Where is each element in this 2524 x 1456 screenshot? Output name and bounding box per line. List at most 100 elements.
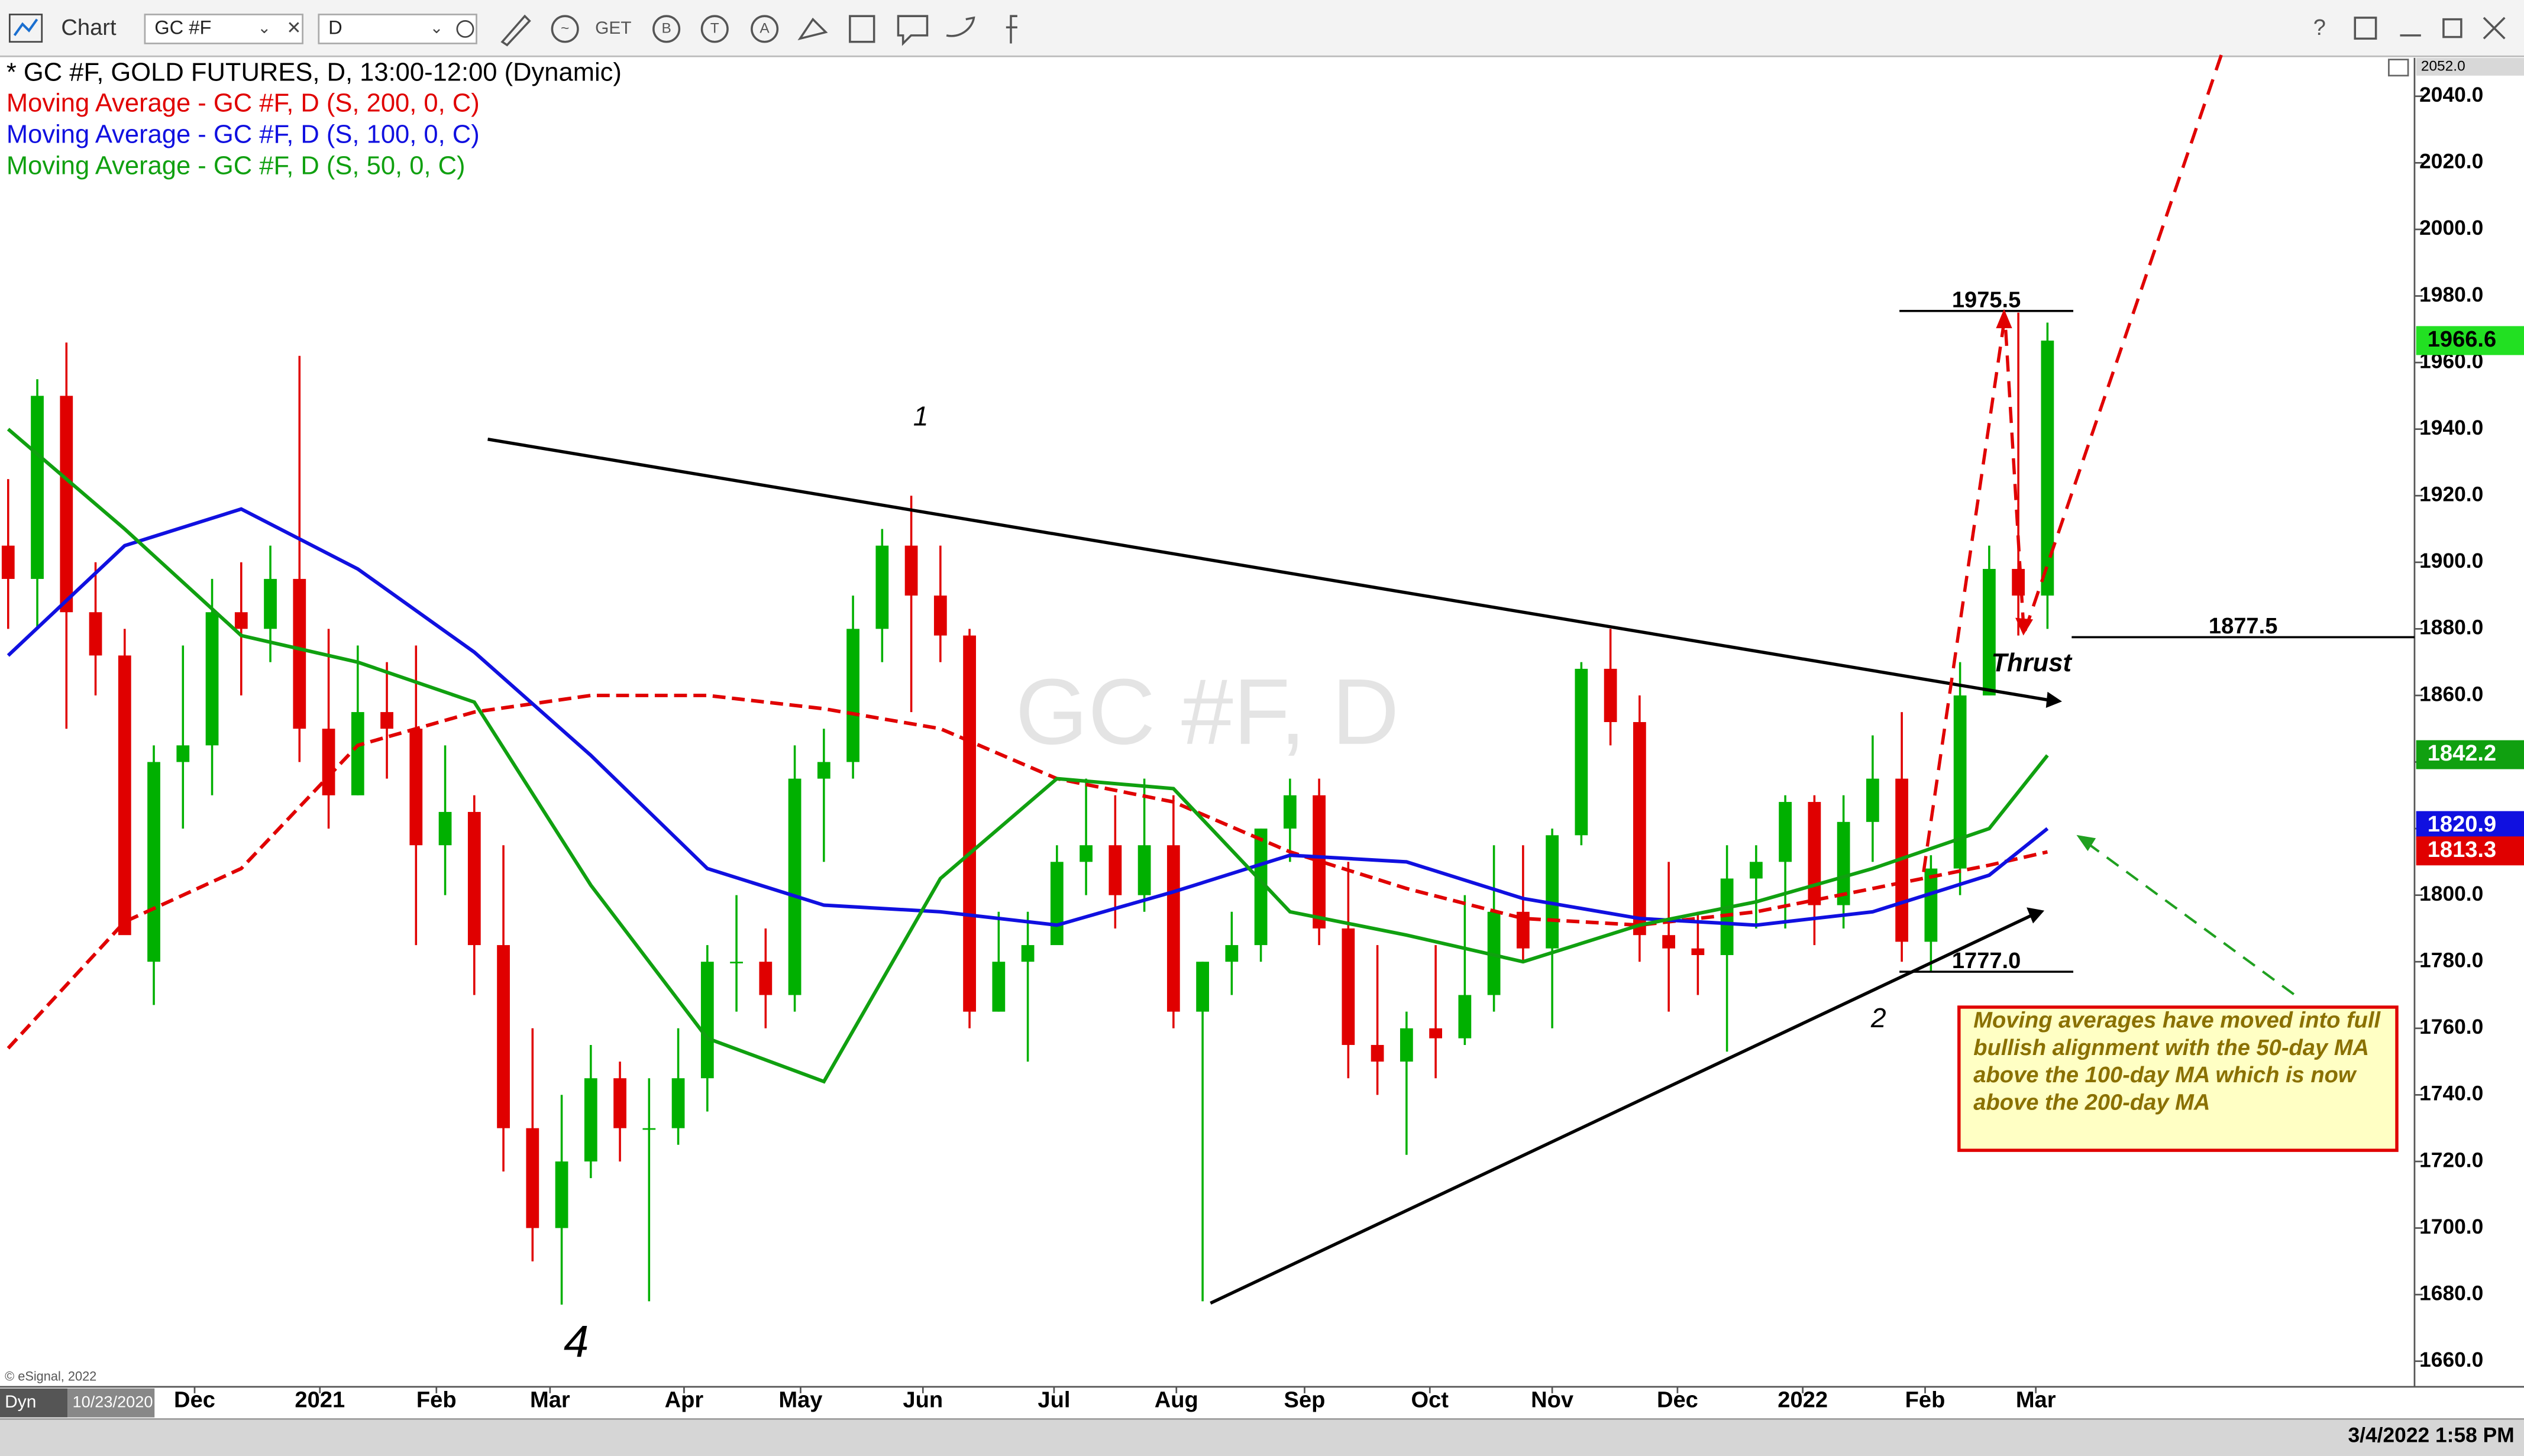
facebook-icon[interactable] xyxy=(1006,15,1017,44)
candle-body xyxy=(1837,821,1850,905)
indicator-icon[interactable] xyxy=(551,15,579,43)
candle-body xyxy=(264,578,277,629)
y-tick-label: 1680.0 xyxy=(2419,1282,2483,1305)
candle-body xyxy=(963,635,976,1012)
candle-body xyxy=(1749,862,1763,879)
candle-body xyxy=(1137,845,1151,895)
y-tick-label: 1860.0 xyxy=(2419,682,2483,706)
x-tick-label: 2021 xyxy=(295,1388,345,1413)
window-icon[interactable] xyxy=(2354,17,2377,40)
y-tick-label: 1900.0 xyxy=(2419,549,2483,572)
candle-body xyxy=(89,612,102,656)
dropdown-arrow[interactable]: ⌄ xyxy=(430,18,444,37)
t-icon[interactable] xyxy=(700,15,729,43)
candle-body xyxy=(1429,1028,1442,1038)
candle-body xyxy=(992,962,1006,1012)
start-date-box[interactable] xyxy=(67,1388,155,1418)
candle-body xyxy=(205,612,219,746)
candle-body xyxy=(788,778,802,995)
x-tick-label: Mar xyxy=(530,1388,570,1413)
level-label: 1877.5 xyxy=(2209,614,2277,639)
pointer-line xyxy=(2089,843,2295,995)
candle-body xyxy=(1808,802,1821,905)
price-label-box xyxy=(2416,811,2524,840)
chart-icon-line xyxy=(13,18,38,37)
candle-body xyxy=(526,1128,539,1228)
a-glyph: A xyxy=(760,20,770,36)
arrow-head xyxy=(2015,617,2034,636)
x-tick-label: Apr xyxy=(665,1388,704,1413)
legend: Moving Average - GC #F, D (S, 200, 0, C)… xyxy=(7,89,480,180)
candle-body xyxy=(1575,668,1588,836)
candle-body xyxy=(1313,795,1326,928)
y-tick-label: 1740.0 xyxy=(2419,1082,2483,1105)
y-tick-label: 1880.0 xyxy=(2419,616,2483,639)
y-tick-label: 1780.0 xyxy=(2419,949,2483,972)
candle-body xyxy=(1166,845,1180,1012)
candle-body xyxy=(1080,845,1093,862)
candle-body xyxy=(1546,835,1559,949)
candle-body xyxy=(1254,829,1268,946)
thrust-label: Thrust xyxy=(1992,649,2073,677)
candle-body xyxy=(1371,1044,1384,1062)
price-label: 1813.3 xyxy=(2428,837,2496,862)
candle-body xyxy=(642,1128,656,1130)
candle-body xyxy=(1982,569,1996,695)
candle-body xyxy=(1924,868,1938,942)
price-label-box xyxy=(2416,57,2524,76)
twitter-icon[interactable] xyxy=(946,16,975,37)
start-date: 10/23/2020 xyxy=(72,1392,153,1410)
legend-entry: Moving Average - GC #F, D (S, 50, 0, C) xyxy=(7,151,466,180)
x-tick-label: Jun xyxy=(903,1388,943,1413)
candle-body xyxy=(351,712,364,795)
mode-box[interactable] xyxy=(0,1388,68,1418)
x-tick-label: Oct xyxy=(1411,1388,1449,1413)
clear-button[interactable]: ✕ xyxy=(286,18,301,38)
candle-body xyxy=(875,545,889,629)
projection-lines xyxy=(1922,54,2223,872)
moving-average xyxy=(7,507,2049,927)
x-tick-label: Mar xyxy=(2016,1388,2056,1413)
y-tick-label: 1700.0 xyxy=(2419,1215,2483,1238)
arrow-head xyxy=(2076,834,2096,852)
candle-body xyxy=(176,745,190,762)
trend-line xyxy=(1210,914,2032,1305)
dropdown-arrow[interactable]: ⌄ xyxy=(257,18,271,37)
candle-body xyxy=(846,629,859,762)
candle-body xyxy=(1021,945,1035,962)
status-datetime: 3/4/2022 1:58 PM xyxy=(2348,1424,2515,1447)
chart-icon[interactable] xyxy=(8,14,43,43)
interval-text: D xyxy=(328,17,342,38)
help-button[interactable]: ? xyxy=(2313,15,2326,40)
candle-body xyxy=(671,1078,685,1128)
symbol-text: GC #F xyxy=(154,17,211,38)
pencil-icon[interactable] xyxy=(500,14,531,47)
draw-icon[interactable] xyxy=(797,17,828,41)
interval-field[interactable] xyxy=(318,14,477,44)
a-icon[interactable] xyxy=(751,15,779,43)
candle-body xyxy=(1953,695,1967,869)
candle-body xyxy=(409,729,423,846)
projection-line xyxy=(1922,321,2006,872)
candle-body xyxy=(817,762,830,779)
symbol-field[interactable] xyxy=(144,14,303,44)
clock-icon[interactable] xyxy=(456,20,474,38)
panel-icon[interactable] xyxy=(2388,59,2409,77)
restore-icon[interactable] xyxy=(2442,18,2462,38)
comment-icon[interactable] xyxy=(897,15,929,46)
price-label: 2052.0 xyxy=(2421,58,2465,74)
note-icon[interactable] xyxy=(849,15,875,43)
x-tick-label: Aug xyxy=(1155,1388,1198,1413)
candle-body xyxy=(438,811,452,846)
candle-body xyxy=(1400,1028,1413,1062)
x-tick-label: Jul xyxy=(1038,1388,1070,1413)
price-label: 1820.9 xyxy=(2428,812,2496,837)
close-icon[interactable] xyxy=(2483,17,2506,40)
candle-body xyxy=(1662,935,1676,949)
price-label-box xyxy=(2416,740,2524,769)
moving-average xyxy=(7,428,2049,1084)
b-icon[interactable] xyxy=(652,15,681,43)
wave-glyph: ~ xyxy=(561,20,569,36)
get-button[interactable]: GET xyxy=(595,18,631,38)
